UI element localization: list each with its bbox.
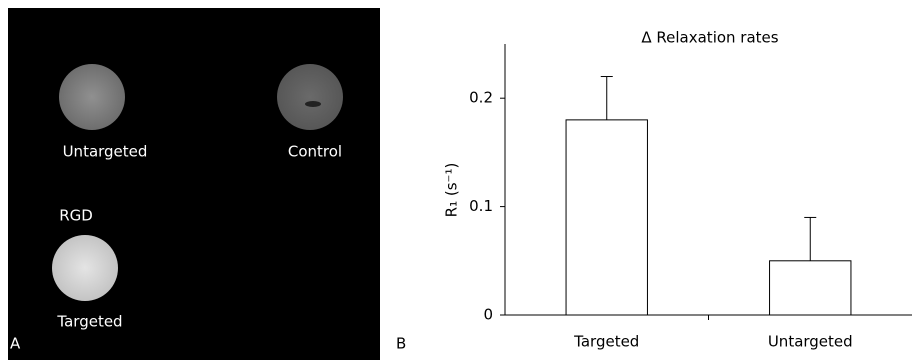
bar <box>566 120 647 315</box>
artifact <box>305 101 321 107</box>
x-tick-label: Targeted <box>573 333 639 351</box>
x-tick-label: Untargeted <box>768 333 853 351</box>
sample-label: Control <box>288 143 342 161</box>
sample-untargeted <box>59 64 125 130</box>
sample-label: Untargeted <box>63 143 148 161</box>
panel-label: B <box>396 335 406 353</box>
error-bar <box>804 217 816 260</box>
mri-image <box>8 8 380 360</box>
y-tick-label: 0.1 <box>469 197 493 215</box>
sample-label: RGD <box>59 207 93 225</box>
figure: Untargeted Control RGD Targeted A B Δ Re… <box>0 0 912 360</box>
panel-label: A <box>10 335 21 353</box>
bar <box>770 261 851 315</box>
sample-control <box>277 64 343 130</box>
y-axis-label: R₁ (s⁻¹) <box>443 163 461 218</box>
error-bar <box>601 77 613 120</box>
chart-title: Δ Relaxation rates <box>641 29 778 47</box>
page: Untargeted Control RGD Targeted A B Δ Re… <box>0 0 912 360</box>
sample-label: Targeted <box>56 313 122 331</box>
y-tick-label: 0 <box>483 306 493 324</box>
y-tick-label: 0.2 <box>469 89 493 107</box>
sample-targeted <box>52 235 118 301</box>
